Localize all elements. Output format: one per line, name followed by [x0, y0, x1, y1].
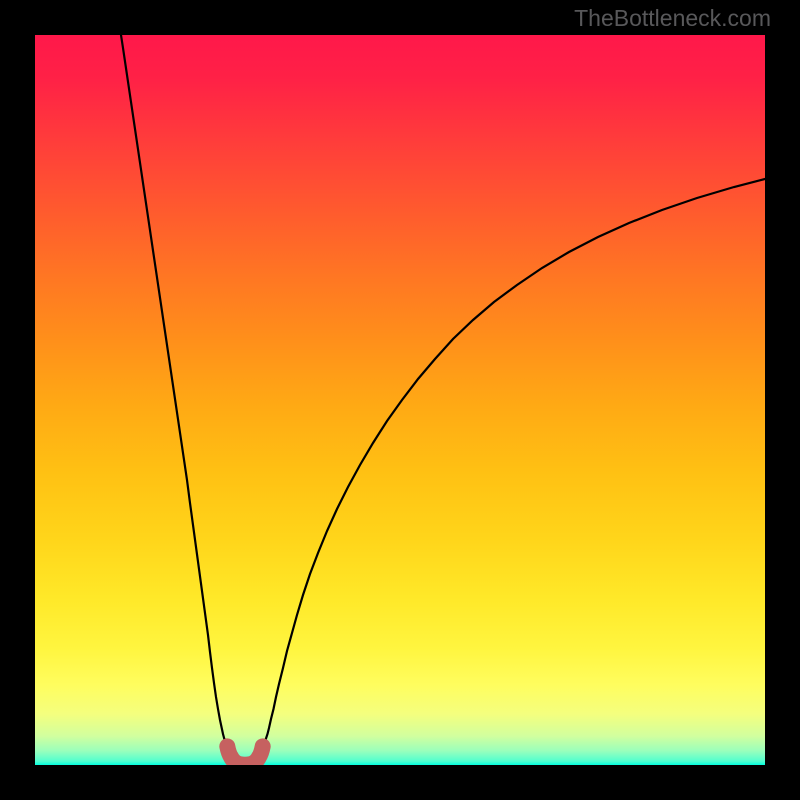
left-curve — [121, 35, 227, 746]
right-curve — [263, 179, 765, 746]
curve-layer — [35, 35, 765, 765]
watermark-text: TheBottleneck.com — [574, 5, 771, 32]
chart-frame: TheBottleneck.com — [0, 0, 800, 800]
plot-area — [35, 35, 765, 765]
dip-marker — [227, 746, 262, 764]
